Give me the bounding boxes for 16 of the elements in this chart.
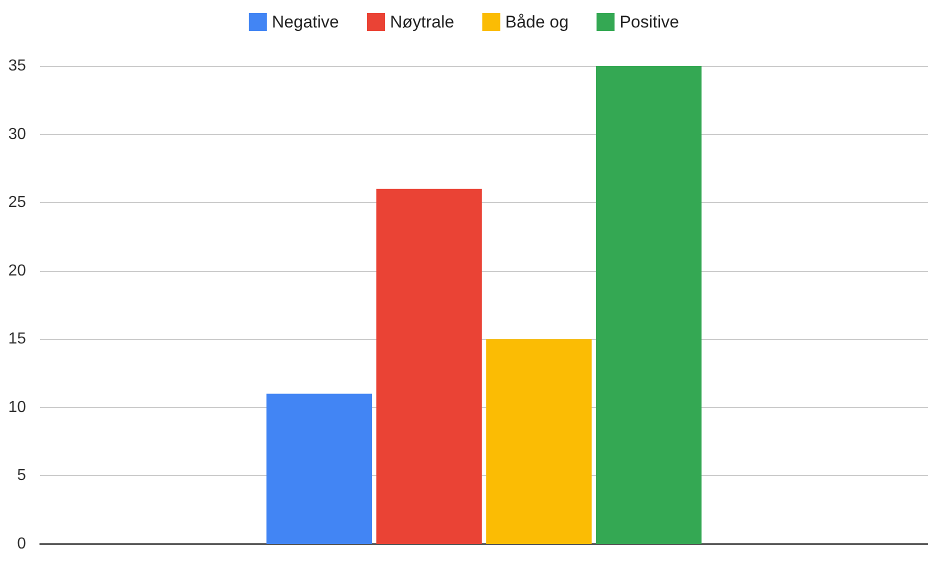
y-tick-label: 25 xyxy=(8,194,26,212)
legend-label: Negative xyxy=(272,12,340,32)
y-tick-label: 20 xyxy=(8,262,26,280)
legend-label: Både og xyxy=(505,12,569,32)
y-tick-label: 30 xyxy=(8,126,26,143)
legend-label: Nøytrale xyxy=(390,12,454,32)
bar xyxy=(596,66,702,544)
y-tick-label: 15 xyxy=(8,330,26,348)
y-tick-label: 10 xyxy=(8,398,26,416)
bar xyxy=(266,394,372,544)
y-tick-label: 5 xyxy=(17,467,26,484)
y-tick-label: 35 xyxy=(8,58,26,74)
bar xyxy=(486,339,592,544)
legend-label: Positive xyxy=(620,12,680,32)
y-tick-label: 0 xyxy=(17,536,26,552)
bar xyxy=(376,188,482,544)
